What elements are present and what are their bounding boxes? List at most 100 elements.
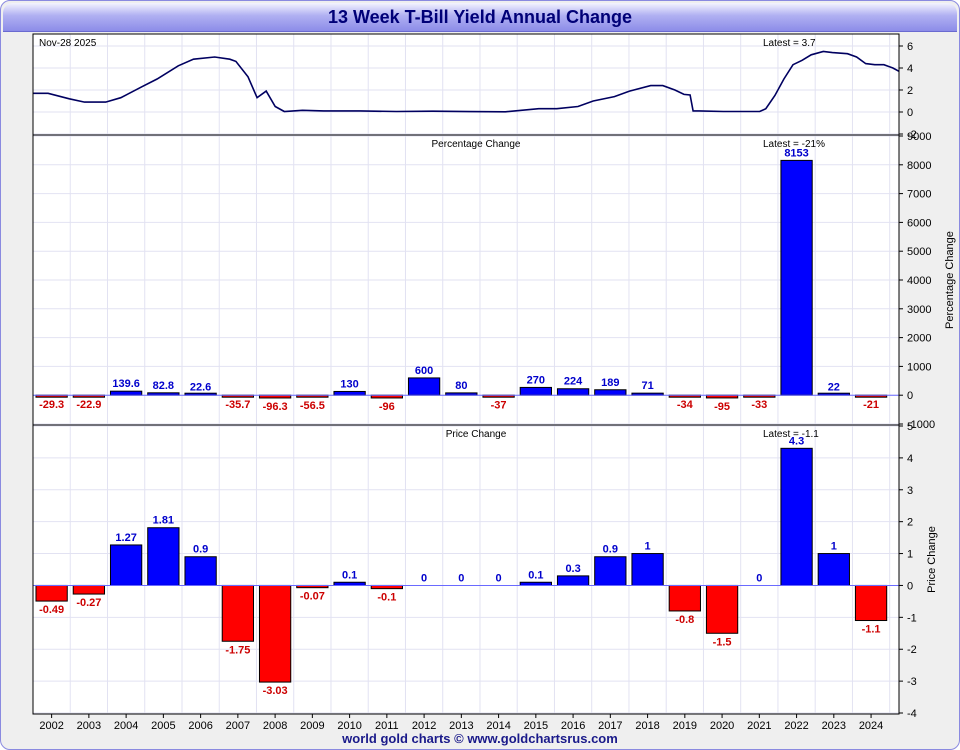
percentage-change-data-label: 71	[641, 380, 653, 392]
x-tick-label-2022: 2022	[784, 720, 808, 732]
y-tick-label: 1	[907, 549, 913, 561]
price-change-data-label: 0	[756, 572, 762, 584]
y-tick-label: 9000	[907, 131, 931, 143]
percentage-change-data-label: -96.3	[263, 401, 288, 413]
x-tick-label-2007: 2007	[226, 720, 250, 732]
percentage-change-data-label: 224	[564, 376, 583, 388]
x-tick-label-2014: 2014	[486, 720, 510, 732]
price-change-data-label: 0	[421, 572, 427, 584]
price-change-bar-2005	[147, 527, 180, 586]
percentage-change-bar-2015	[519, 386, 552, 396]
price-change-data-label: -3.03	[263, 685, 288, 697]
price-change-data-label: 0.9	[193, 544, 208, 556]
x-tick-label-2018: 2018	[635, 720, 659, 732]
chart-title: 13 Week T-Bill Yield Annual Change	[327, 7, 633, 27]
price-change-bar-2004	[109, 544, 143, 586]
percentage-change-data-label: -96	[379, 401, 395, 413]
percentage-change-bar-2022	[780, 159, 813, 396]
percentage-change-bar-2016	[556, 388, 590, 396]
yield-line	[33, 50, 900, 113]
percentage-change-data-label: -29.3	[39, 399, 64, 411]
price-change-bar-2007	[221, 584, 255, 642]
price-change-bar-2022	[780, 447, 813, 586]
y-tick-label: -4	[907, 708, 917, 720]
x-tick-label-2009: 2009	[300, 720, 324, 732]
x-tick-label-2020: 2020	[710, 720, 734, 732]
y-tick-label: 8000	[907, 160, 931, 172]
y-tick-label: 6	[907, 41, 913, 53]
x-tick-label-2003: 2003	[77, 720, 101, 732]
x-tick-label-2017: 2017	[598, 720, 622, 732]
y-tick-label: 3	[907, 485, 913, 497]
x-tick-label-2008: 2008	[263, 720, 287, 732]
y-tick-label: 6000	[907, 217, 931, 229]
price-change-data-label: -0.27	[76, 597, 101, 609]
percentage-change-data-label: 600	[415, 365, 433, 377]
percentage-change-bar-2004	[109, 390, 143, 396]
y-tick-label: 4000	[907, 275, 931, 287]
price-change-panel-title: Price Change	[446, 429, 507, 440]
y-tick-label: 1000	[907, 361, 931, 373]
price-change-data-label: -1.5	[713, 636, 732, 648]
y-tick-label: 5	[907, 421, 913, 433]
y-tick-label: 0	[907, 390, 913, 402]
x-tick-label-2005: 2005	[151, 720, 175, 732]
price-change-data-label: 1	[831, 541, 837, 553]
price-change-data-label: -0.1	[377, 592, 396, 604]
percentage-change-data-label: -33	[751, 399, 767, 411]
percentage-change-data-label: -22.9	[76, 399, 101, 411]
price-change-data-label: 0	[458, 572, 464, 584]
percentage-change-data-label: -37	[491, 399, 507, 411]
x-tick-label-2019: 2019	[673, 720, 697, 732]
y-tick-label: 4	[907, 63, 913, 75]
panel-1-background	[33, 34, 899, 135]
x-tick-label-2021: 2021	[747, 720, 771, 732]
percentage-change-latest-label: Latest = -21%	[763, 139, 825, 150]
y-tick-label: -1	[907, 612, 917, 624]
price-change-bar-2006	[184, 556, 217, 586]
x-tick-label-2010: 2010	[337, 720, 361, 732]
percentage-change-data-label: 80	[455, 380, 467, 392]
y-tick-label: 5000	[907, 246, 931, 258]
title-bar: 13 Week T-Bill Yield Annual Change	[3, 3, 957, 32]
price-change-bar-2018	[631, 553, 664, 586]
footer-credit: world gold charts © www.goldchartsrus.co…	[342, 731, 618, 746]
x-tick-label-2011: 2011	[375, 720, 399, 732]
percentage-change-data-label: -56.5	[300, 400, 325, 412]
percentage-change-data-label: -95	[714, 401, 730, 413]
x-tick-label-2015: 2015	[524, 720, 548, 732]
y-tick-label: 7000	[907, 189, 931, 201]
price-change-data-label: -0.49	[39, 604, 64, 616]
price-change-bar-2017	[594, 556, 627, 586]
percentage-change-data-label: 139.6	[112, 378, 140, 390]
price-change-data-label: 1.27	[115, 532, 136, 544]
price-change-bar-2020	[705, 584, 739, 634]
y-tick-label: 2	[907, 517, 913, 529]
price-change-bar-2019	[668, 584, 701, 612]
price-change-data-label: -0.07	[300, 591, 325, 603]
price-change-data-label: 4.3	[789, 435, 804, 447]
x-tick-label-2024: 2024	[859, 720, 883, 732]
percentage-change-data-label: -35.7	[225, 399, 250, 411]
y-tick-label: -2	[907, 129, 917, 141]
panel-3-border	[32, 424, 900, 715]
date-label: Nov-28 2025	[39, 38, 97, 49]
y-tick-label: -1000	[907, 419, 935, 431]
price-change-y-axis-label: Price Change	[926, 526, 938, 593]
y-tick-label: 2000	[907, 333, 931, 345]
x-tick-label-2023: 2023	[822, 720, 846, 732]
price-change-data-label: 1.81	[153, 515, 174, 527]
percentage-change-data-label: 82.8	[153, 380, 174, 392]
price-change-data-label: -1.75	[225, 644, 250, 656]
price-change-data-label: 0.1	[528, 569, 543, 581]
x-tick-label-2002: 2002	[39, 720, 63, 732]
percentage-change-data-label: 22	[828, 382, 840, 394]
y-tick-label: 2	[907, 85, 913, 97]
x-tick-label-2006: 2006	[188, 720, 212, 732]
percentage-change-data-label: 130	[340, 378, 358, 390]
price-change-data-label: 1	[645, 541, 651, 553]
price-change-bar-2002	[35, 584, 68, 602]
y-tick-label: -2	[907, 644, 917, 656]
